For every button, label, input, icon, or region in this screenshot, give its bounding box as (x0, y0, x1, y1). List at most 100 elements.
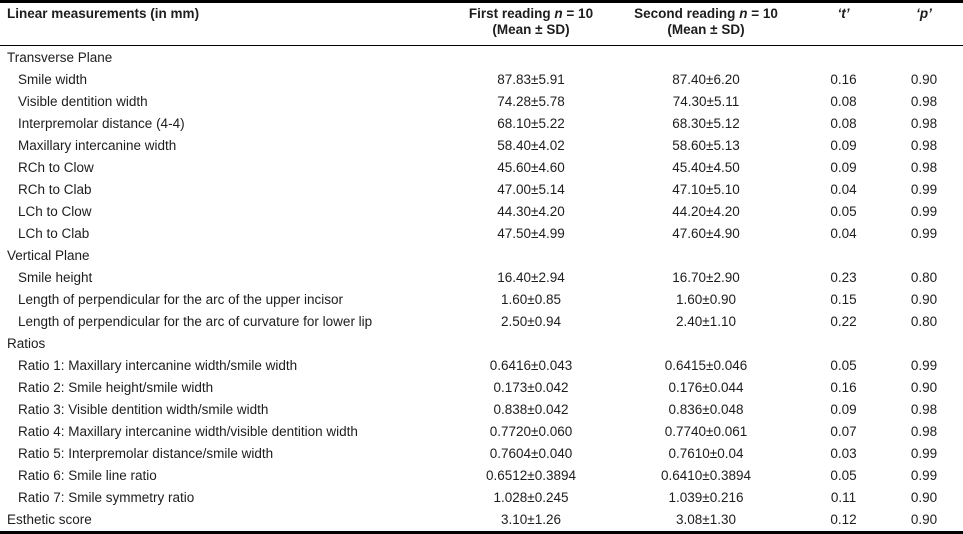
row-label: Ratio 2: Smile height/smile width (18, 379, 214, 395)
second-reading-value: 0.836±0.048 (668, 402, 744, 418)
second-reading-value: 44.20±4.20 (672, 203, 740, 219)
second-reading-value: 74.30±5.11 (672, 93, 740, 109)
second-reading-value: 2.40±1.10 (676, 313, 736, 329)
row-label: Ratio 1: Maxillary intercanine width/smi… (18, 357, 298, 373)
second-reading-value: 0.6410±0.3894 (661, 468, 751, 484)
p-value: 0.99 (910, 203, 938, 219)
t-value: 0.23 (830, 269, 857, 285)
section-row: Ratios (0, 332, 963, 354)
header-second-line2: (Mean ± SD) (667, 22, 745, 37)
header-first-line2: (Mean ± SD) (492, 22, 570, 37)
first-reading-value: 1.60±0.85 (501, 291, 561, 307)
section-row: Transverse Plane (0, 46, 963, 69)
first-reading-value: 68.10±5.22 (497, 115, 565, 131)
row-label: Ratio 5: Interpremolar distance/smile wi… (18, 446, 274, 462)
row-label: Length of perpendicular for the arc of c… (18, 313, 373, 329)
t-value: 0.11 (830, 490, 857, 506)
table-row: Ratio 3: Visible dentition width/smile w… (0, 399, 963, 421)
p-value (885, 46, 963, 69)
table-row: RCh to Clab 47.00±5.14 47.10±5.10 0.04 0.99 (0, 178, 963, 200)
second-reading-value: 0.7740±0.061 (664, 424, 748, 440)
p-value: 0.90 (910, 71, 938, 87)
p-value: 0.90 (910, 490, 938, 506)
header-linear-measurements: Linear measurements (in mm) (0, 1, 452, 46)
first-reading-value: 1.028±0.245 (493, 490, 569, 506)
t-value: 0.16 (830, 71, 857, 87)
table-header: Linear measurements (in mm) First readin… (0, 1, 963, 46)
row-label: Length of perpendicular for the arc of t… (18, 291, 343, 307)
t-value: 0.04 (830, 181, 857, 197)
table-row: Ratio 7: Smile symmetry ratio 1.028±0.245… (0, 487, 963, 509)
p-value: 0.99 (910, 357, 938, 373)
p-value: 0.98 (910, 93, 938, 109)
first-reading-value: 58.40±4.02 (497, 137, 565, 153)
first-reading-value: 45.60±4.60 (497, 159, 565, 175)
p-value: 0.80 (910, 269, 938, 285)
second-reading-value: 58.60±5.13 (672, 137, 740, 153)
row-label: Smile width (18, 71, 88, 87)
row-label: Ratios (7, 335, 46, 351)
table-row: Smile height 16.40±2.94 16.70±2.90 0.23 0.80 (0, 266, 963, 288)
table-row: RCh to Clow 45.60±4.60 45.40±4.50 0.09 0.98 (0, 156, 963, 178)
t-value: 0.05 (830, 468, 857, 484)
table-row: Ratio 5: Interpremolar distance/smile wi… (0, 443, 963, 465)
row-label: RCh to Clow (18, 159, 94, 175)
t-value: 0.08 (830, 93, 857, 109)
second-reading-value: 47.60±4.90 (672, 225, 740, 241)
table-row: Ratio 6: Smile line ratio 0.6512±0.3894 0.… (0, 465, 963, 487)
first-reading-value (452, 332, 610, 354)
t-value: 0.09 (830, 402, 857, 418)
p-value: 0.90 (910, 291, 938, 307)
header-first-line1: First reading n = 10 (468, 6, 594, 21)
row-label: Vertical Plane (7, 247, 90, 263)
t-value: 0.08 (830, 115, 857, 131)
n-italic: n (739, 6, 748, 21)
table-row: LCh to Clab 47.50±4.99 47.60±4.90 0.04 0.99 (0, 222, 963, 244)
t-value: 0.16 (830, 379, 857, 395)
second-reading-value: 47.10±5.10 (672, 181, 740, 197)
header-second-reading: Second reading n = 10 (Mean ± SD) (610, 1, 802, 46)
first-reading-value: 0.7604±0.040 (489, 446, 573, 462)
header-p-value: ‘p’ (885, 1, 963, 46)
n-italic: n (554, 6, 563, 21)
p-value: 0.99 (910, 181, 938, 197)
p-value: 0.99 (910, 468, 938, 484)
table-row: Maxillary intercanine width 58.40±4.02 58.… (0, 134, 963, 156)
row-label: LCh to Clow (18, 203, 92, 219)
second-reading-value (610, 332, 802, 354)
p-value: 0.98 (910, 159, 938, 175)
first-reading-value: 16.40±2.94 (497, 269, 565, 285)
header-second-line1: Second reading n = 10 (634, 6, 778, 21)
t-value: 0.22 (830, 313, 857, 329)
second-reading-value: 0.7610±0.04 (668, 446, 744, 462)
t-value: 0.09 (830, 137, 857, 153)
row-label: Visible dentition width (18, 93, 148, 109)
table-row: Visible dentition width 74.28±5.78 74.30±5… (0, 90, 963, 112)
t-value (802, 46, 885, 69)
t-value (802, 332, 885, 354)
table-body: Transverse Plane Smile width 87.83±5.91 87.… (0, 46, 963, 533)
p-value: 0.99 (910, 225, 938, 241)
table-row: Esthetic score 3.10±1.26 3.08±1.30 0.12 0.90 (0, 509, 963, 533)
table-row: Length of perpendicular for the arc of c… (0, 310, 963, 332)
p-value (885, 332, 963, 354)
second-reading-value (610, 244, 802, 266)
row-label: Esthetic score (7, 512, 92, 528)
second-reading-value: 68.30±5.12 (672, 115, 740, 131)
first-reading-value (452, 46, 610, 69)
row-label: Transverse Plane (7, 49, 113, 65)
p-value: 0.98 (910, 424, 938, 440)
t-value: 0.12 (830, 512, 857, 528)
p-value: 0.80 (910, 313, 938, 329)
first-reading-value: 0.173±0.042 (493, 379, 569, 395)
row-label: Ratio 7: Smile symmetry ratio (18, 490, 195, 506)
first-reading-value: 74.28±5.78 (497, 93, 565, 109)
first-reading-value: 2.50±0.94 (501, 313, 561, 329)
row-label: Ratio 4: Maxillary intercanine width/vis… (18, 424, 358, 440)
second-reading-value: 87.40±6.20 (672, 71, 740, 87)
first-reading-value: 87.83±5.91 (497, 71, 565, 87)
p-value: 0.99 (910, 446, 938, 462)
t-value: 0.03 (830, 446, 857, 462)
